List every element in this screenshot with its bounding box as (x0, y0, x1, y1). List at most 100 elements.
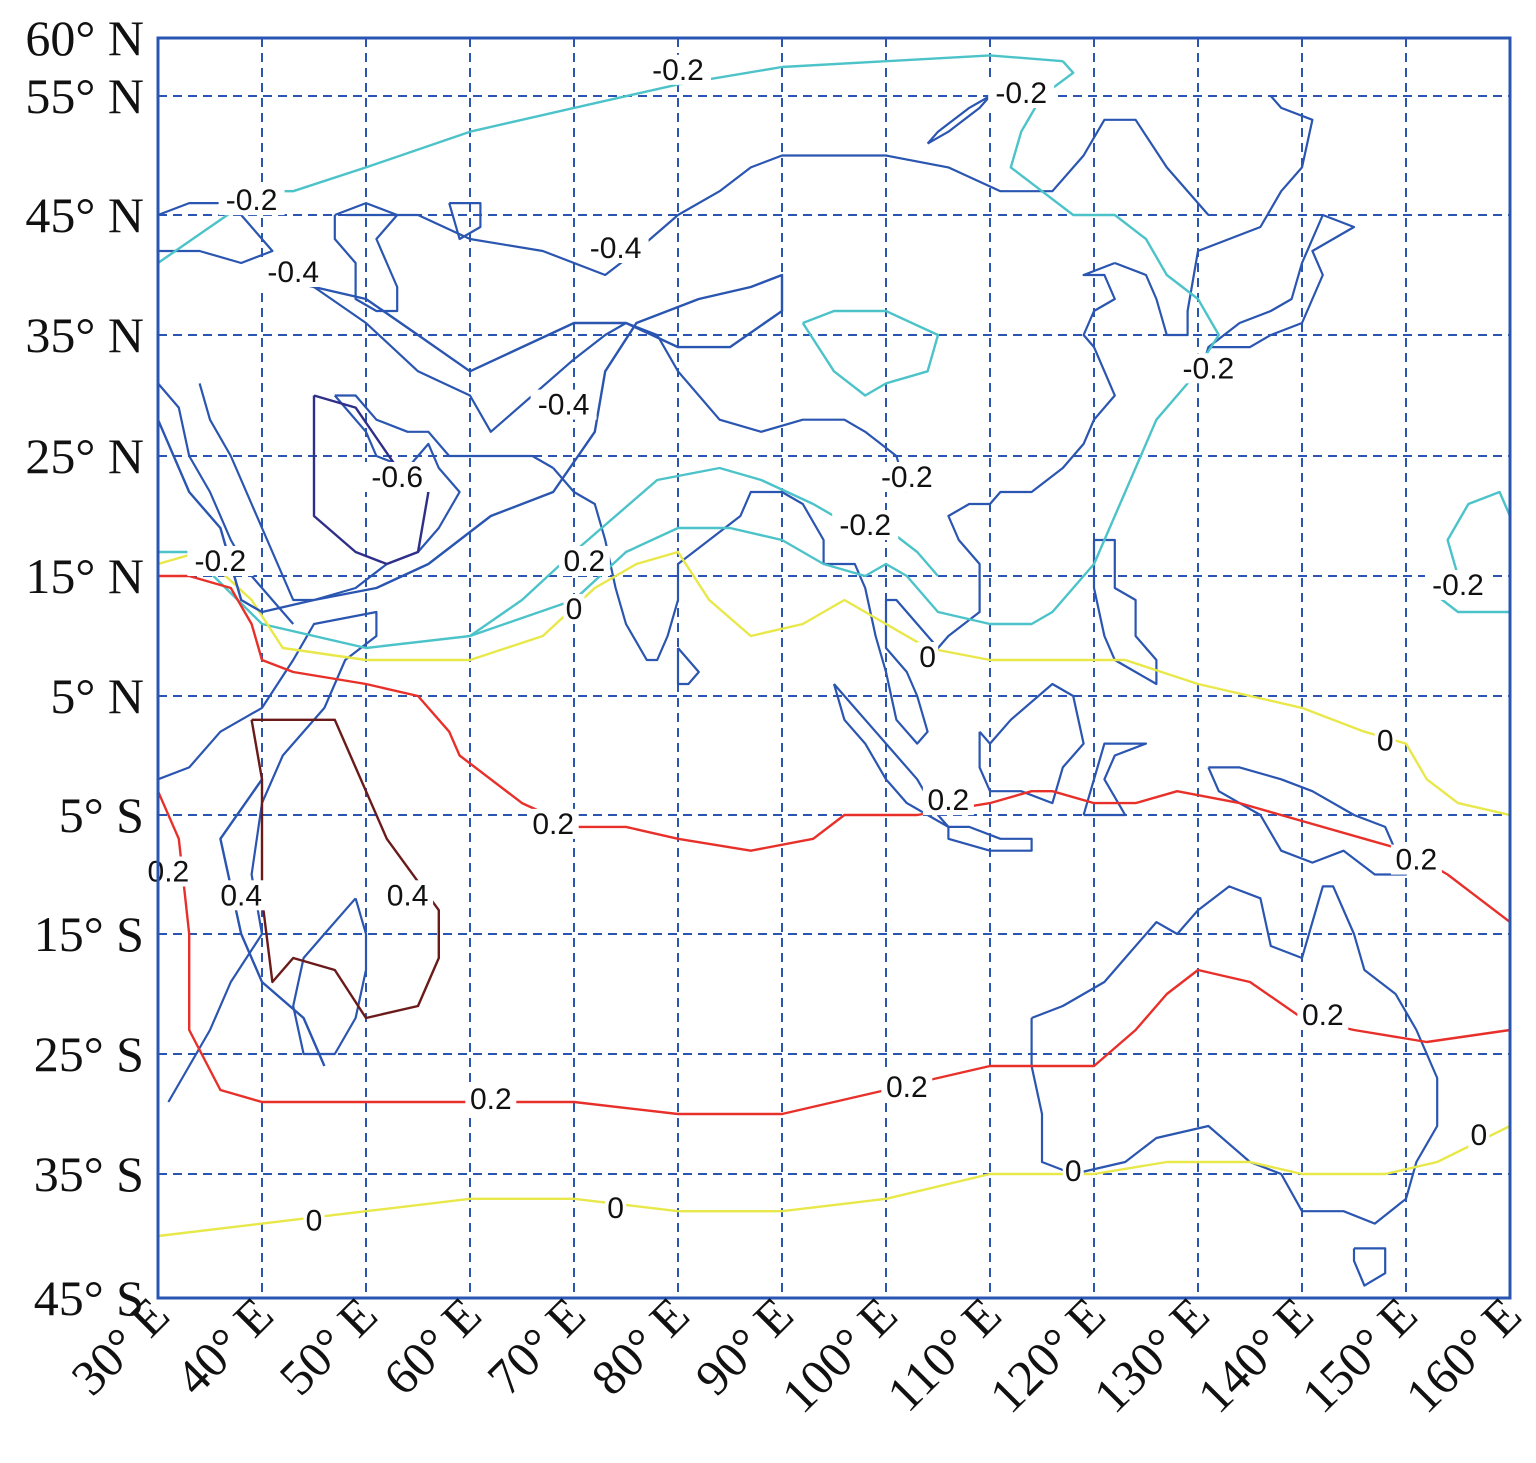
lat-tick-label: 25° N (25, 428, 144, 484)
coast-sri-lanka (676, 647, 700, 686)
contour-label-bg (922, 785, 974, 816)
contour-label: 0 (1065, 1155, 1082, 1188)
lat-tick-label: 15° S (34, 906, 144, 962)
lat-tick-label: 35° N (25, 307, 144, 363)
lon-tick-label: 100° E (771, 1286, 908, 1423)
contour-label: -0.4 (267, 256, 319, 289)
lon-tick-label: 120° E (979, 1286, 1116, 1423)
lat-tick-label: 55° N (25, 68, 144, 124)
contour-line-neg0p4 (219, 778, 326, 1067)
contour-label-bg (527, 808, 579, 839)
contour-lines (156, 54, 1512, 1238)
contour-label: 0 (919, 641, 936, 674)
coast-tasmania (1352, 1247, 1387, 1287)
contour-label: 0.2 (1396, 844, 1438, 877)
lat-tick-label: 45° N (25, 187, 144, 243)
coast-borneo (978, 682, 1085, 805)
contour-label-bg (1468, 1120, 1490, 1150)
contour-label: 0.2 (1302, 999, 1344, 1032)
coast-black-sea (157, 202, 274, 265)
contour-label-bg (605, 1193, 627, 1224)
contour-label: 0 (607, 1192, 624, 1225)
coast-caspian (333, 202, 399, 313)
contour-label-bg (465, 1084, 517, 1114)
coast-red-sea-west (157, 382, 295, 625)
lon-tick-label: 140° E (1187, 1286, 1324, 1423)
lon-tick-label: 80° E (580, 1286, 700, 1406)
coast-persian-gulf (334, 394, 554, 469)
contour-label-bg (988, 78, 1055, 108)
lat-tick-label: 35° S (34, 1146, 144, 1202)
contour-label: -0.2 (995, 77, 1047, 110)
contour-label-bg (563, 594, 585, 624)
lat-tick-label: 5° S (59, 787, 144, 843)
contour-label-bg (645, 54, 711, 85)
contour-label: -0.2 (1432, 569, 1484, 602)
contour-label-bg (917, 642, 939, 672)
contour-label-bg (218, 185, 285, 216)
contour-label-bg (1425, 570, 1491, 600)
contour-label: 0.2 (886, 1071, 928, 1104)
contour-label: 0.2 (928, 784, 970, 817)
contour-label: -0.2 (881, 461, 933, 494)
lon-tick-label: 160° E (1395, 1286, 1532, 1423)
contour-label: -0.2 (226, 184, 278, 217)
lon-tick-label: 60° E (372, 1286, 492, 1406)
latitude-tick-labels: 60° N55° N 45° N 35° N 25° N 15° N 5° N 5° S 15… (25, 10, 144, 1326)
longitude-tick-labels: 30° E40° E50° E60° E70° E80° E90° E100° … (60, 1286, 1532, 1423)
contour-label-bg (1062, 1156, 1084, 1186)
contour-label-bg (558, 546, 610, 576)
contour-label: -0.2 (195, 545, 247, 578)
contour-label-bg (187, 546, 254, 576)
contour-label: 0.2 (470, 1083, 512, 1116)
contour-label: -0.4 (590, 232, 642, 265)
contour-labels: -0.2 -0.2 -0.2 -0.4 -0.4 -0.4 -0.6 -0.2 -0.2 -0.2… (142, 54, 1491, 1238)
coast-new-guinea (1207, 766, 1408, 876)
contour-label: -0.2 (652, 54, 704, 87)
contour-label: 0 (1377, 725, 1394, 758)
lat-tick-label: 25° S (34, 1026, 144, 1082)
contour-label-bg (364, 462, 431, 492)
contour-line-neg0p6 (312, 394, 430, 566)
contour-label-bg (303, 1205, 325, 1236)
contour-label-bg (215, 880, 267, 911)
contour-line-0 (157, 1124, 1511, 1238)
coast-philippines (1092, 538, 1158, 686)
coast-africa-east (157, 610, 378, 1103)
contour-line-neg0p2 (1446, 490, 1512, 577)
contour-line-0p2 (158, 574, 1511, 924)
contour-label: 0 (306, 1205, 323, 1238)
contour-label: -0.6 (371, 461, 423, 494)
coastlines (157, 94, 1439, 1287)
lon-tick-label: 70° E (476, 1286, 596, 1406)
coast-madagascar (292, 897, 368, 1056)
lon-tick-label: 110° E (876, 1286, 1012, 1422)
lon-tick-label: 130° E (1083, 1286, 1220, 1423)
contour-line-0 (157, 550, 1511, 817)
contour-label: 0.2 (148, 856, 190, 889)
contour-label-bg (1175, 353, 1242, 384)
contour-label-bg (881, 1072, 933, 1102)
contour-line-neg0p2 (801, 309, 940, 397)
lon-tick-label: 50° E (268, 1286, 388, 1406)
contour-label: -0.2 (1183, 352, 1235, 385)
coast-sulawesi (1082, 742, 1148, 817)
contour-label: 0.4 (387, 879, 429, 912)
lon-tick-label: 40° E (164, 1286, 284, 1406)
contour-label-bg (582, 233, 649, 263)
coast-java (947, 825, 1033, 852)
coast-border-north (345, 118, 1210, 277)
contour-label: 0.2 (532, 808, 574, 841)
contour-label-bg (1374, 725, 1396, 756)
contour-line-0p4 (250, 718, 440, 1020)
contour-label: 0 (566, 593, 583, 626)
contour-line-0p2 (156, 790, 1511, 1116)
lat-tick-label: 5° N (50, 668, 144, 724)
coast-japan (1196, 213, 1356, 384)
contour-label: 0.4 (220, 879, 262, 912)
map-frame (156, 36, 1512, 1300)
contour-label-bg (832, 510, 899, 540)
contour-label: 0.2 (564, 545, 606, 578)
lat-tick-label: 45° S (34, 1270, 144, 1326)
